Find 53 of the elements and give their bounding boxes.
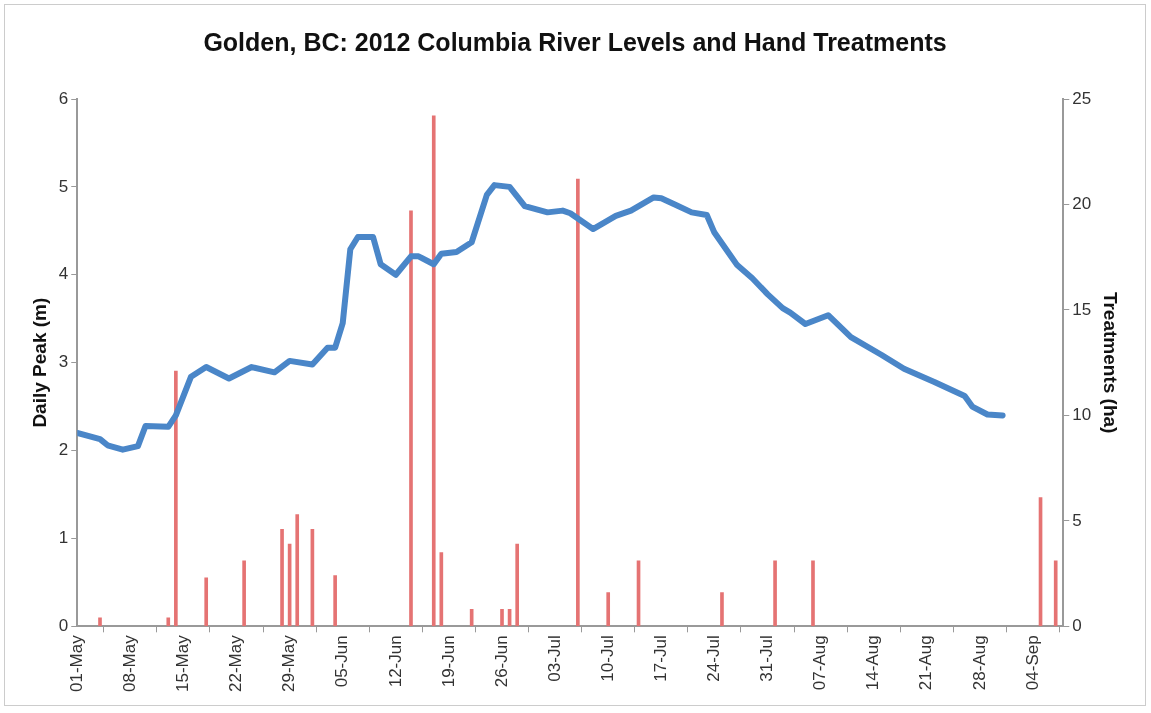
- x-tick-label: 19-Jun: [438, 635, 458, 688]
- bar: [204, 577, 209, 627]
- bar: [606, 592, 611, 627]
- x-tick-label: 01-May: [66, 634, 86, 692]
- x-tick-label: 12-Jun: [385, 635, 405, 688]
- y2-tick-label: 25: [1072, 88, 1092, 108]
- bar: [773, 560, 777, 627]
- y-axis-title: Daily Peak (m): [28, 297, 50, 428]
- bar: [720, 592, 724, 627]
- y-tick-label: 3: [58, 352, 69, 372]
- x-tick-label: 07-Aug: [810, 635, 830, 691]
- y2-tick-label: 20: [1072, 194, 1092, 214]
- y-tick-label: 1: [58, 528, 69, 548]
- x-tick-label: 28-Aug: [969, 635, 989, 691]
- x-tick-label: 24-Jul: [704, 635, 724, 682]
- x-tick-label: 26-Jun: [491, 635, 511, 688]
- bar: [811, 560, 815, 627]
- y2-tick-label: 0: [1072, 616, 1082, 635]
- y-tick-label: 5: [58, 176, 69, 196]
- y2-tick-label: 10: [1072, 405, 1092, 425]
- x-tick-label: 05-Jun: [332, 635, 352, 688]
- x-tick-label: 17-Jul: [650, 635, 670, 682]
- bar: [98, 617, 102, 627]
- y-tick-label: 0: [58, 616, 69, 635]
- bar: [333, 575, 337, 627]
- x-tick-label: 29-May: [279, 634, 299, 692]
- bar: [242, 560, 246, 627]
- bar: [431, 115, 436, 627]
- bar: [280, 528, 284, 627]
- bar: [174, 370, 178, 627]
- y2-tick-label: 5: [1072, 510, 1082, 530]
- x-tick-label: 15-May: [173, 634, 193, 692]
- x-tick-label: 04-Sep: [1022, 635, 1042, 691]
- x-tick-label: 22-May: [226, 634, 246, 692]
- bar: [409, 210, 413, 627]
- y2-axis-title: Treatments (ha): [1100, 291, 1122, 434]
- bar: [515, 543, 520, 627]
- bar: [500, 609, 504, 627]
- y-tick-label: 6: [58, 88, 69, 108]
- bar: [295, 514, 300, 627]
- y-tick-label: 2: [58, 440, 69, 460]
- bar: [1053, 560, 1058, 627]
- y2-tick-label: 15: [1072, 299, 1092, 319]
- bar: [166, 617, 171, 627]
- bar: [576, 178, 580, 627]
- x-tick-label: 08-May: [120, 634, 140, 692]
- x-tick-label: 03-Jul: [544, 635, 564, 682]
- chart-title: Golden, BC: 2012 Columbia River Levels and Hand Treatments: [203, 27, 947, 56]
- x-tick-label: 14-Aug: [863, 635, 883, 691]
- y-tick-label: 4: [58, 264, 69, 284]
- x-tick-label: 21-Aug: [916, 635, 936, 691]
- x-tick-label: 10-Jul: [597, 635, 617, 682]
- x-tick-label: 31-Jul: [757, 635, 777, 682]
